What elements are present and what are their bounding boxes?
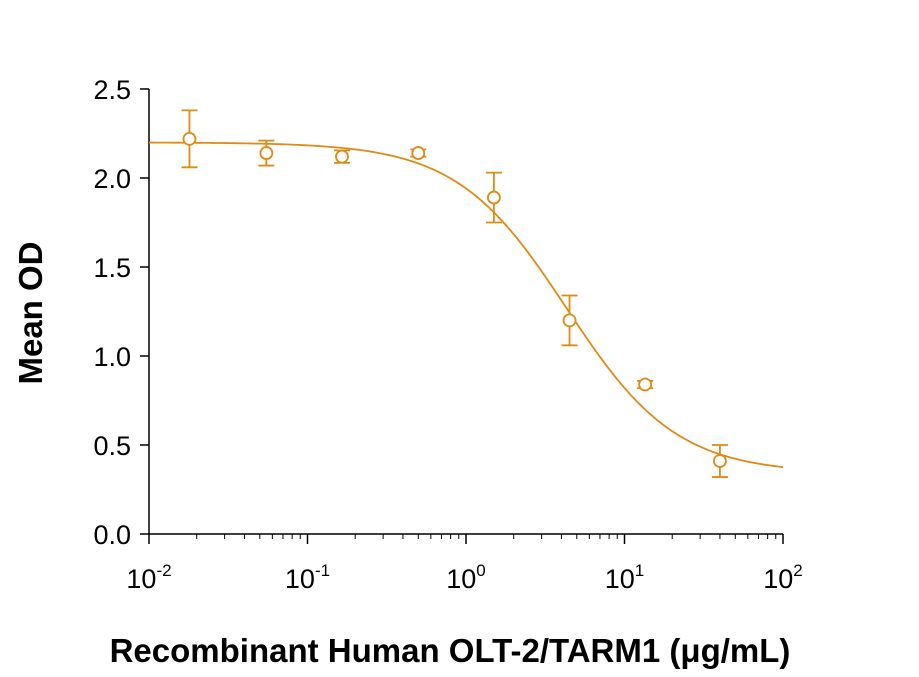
point-marker (487, 190, 501, 205)
x-tick-label: 10-1 (285, 561, 330, 594)
x-axis-title: Recombinant Human OLT-2/TARM1 (μg/mL) (110, 632, 791, 669)
x-tick-base: 10 (763, 564, 793, 594)
x-tick-exponent: -1 (315, 561, 330, 580)
fit-curve (148, 141, 784, 469)
x-tick-base: 10 (285, 564, 315, 594)
x-tick-exponent: -2 (156, 561, 171, 580)
data-point (410, 146, 427, 160)
y-tick-label: 0.0 (93, 520, 131, 550)
y-tick-label: 2.5 (93, 75, 131, 105)
point-marker (335, 149, 349, 164)
y-ticks: 0.0 0.5 1.0 1.5 2.0 2.5 (93, 75, 149, 550)
x-tick-base: 10 (605, 564, 635, 594)
data-point (637, 377, 654, 392)
data-point (711, 444, 728, 478)
data-point (485, 171, 502, 224)
x-tick-label: 100 (446, 561, 486, 594)
x-tick-base: 10 (126, 564, 156, 594)
x-tick-label: 101 (605, 561, 645, 594)
x-tick-exponent: 2 (793, 561, 802, 580)
data-point (333, 149, 350, 164)
x-ticks: 10-2 10-1 100 101 102 (126, 534, 803, 594)
data-point (181, 109, 198, 169)
point-marker (713, 454, 727, 468)
data-point (561, 294, 578, 347)
y-tick-label: 0.5 (93, 431, 131, 461)
data-point (258, 139, 275, 167)
y-tick-label: 1.5 (93, 253, 131, 283)
point-marker (638, 377, 653, 392)
point-marker (182, 131, 197, 146)
y-axis-title: Mean OD (12, 241, 49, 384)
y-tick-label: 1.0 (93, 342, 131, 372)
x-tick-label: 10-2 (126, 561, 171, 594)
x-tick-label: 102 (763, 561, 803, 594)
y-tick-label: 2.0 (93, 164, 131, 194)
x-tick-exponent: 1 (635, 561, 644, 580)
data-points (181, 109, 728, 478)
x-tick-base: 10 (446, 564, 476, 594)
point-marker (562, 313, 577, 328)
point-marker (259, 146, 274, 160)
point-marker (411, 146, 426, 160)
axes (148, 89, 783, 535)
x-tick-exponent: 0 (476, 561, 485, 580)
